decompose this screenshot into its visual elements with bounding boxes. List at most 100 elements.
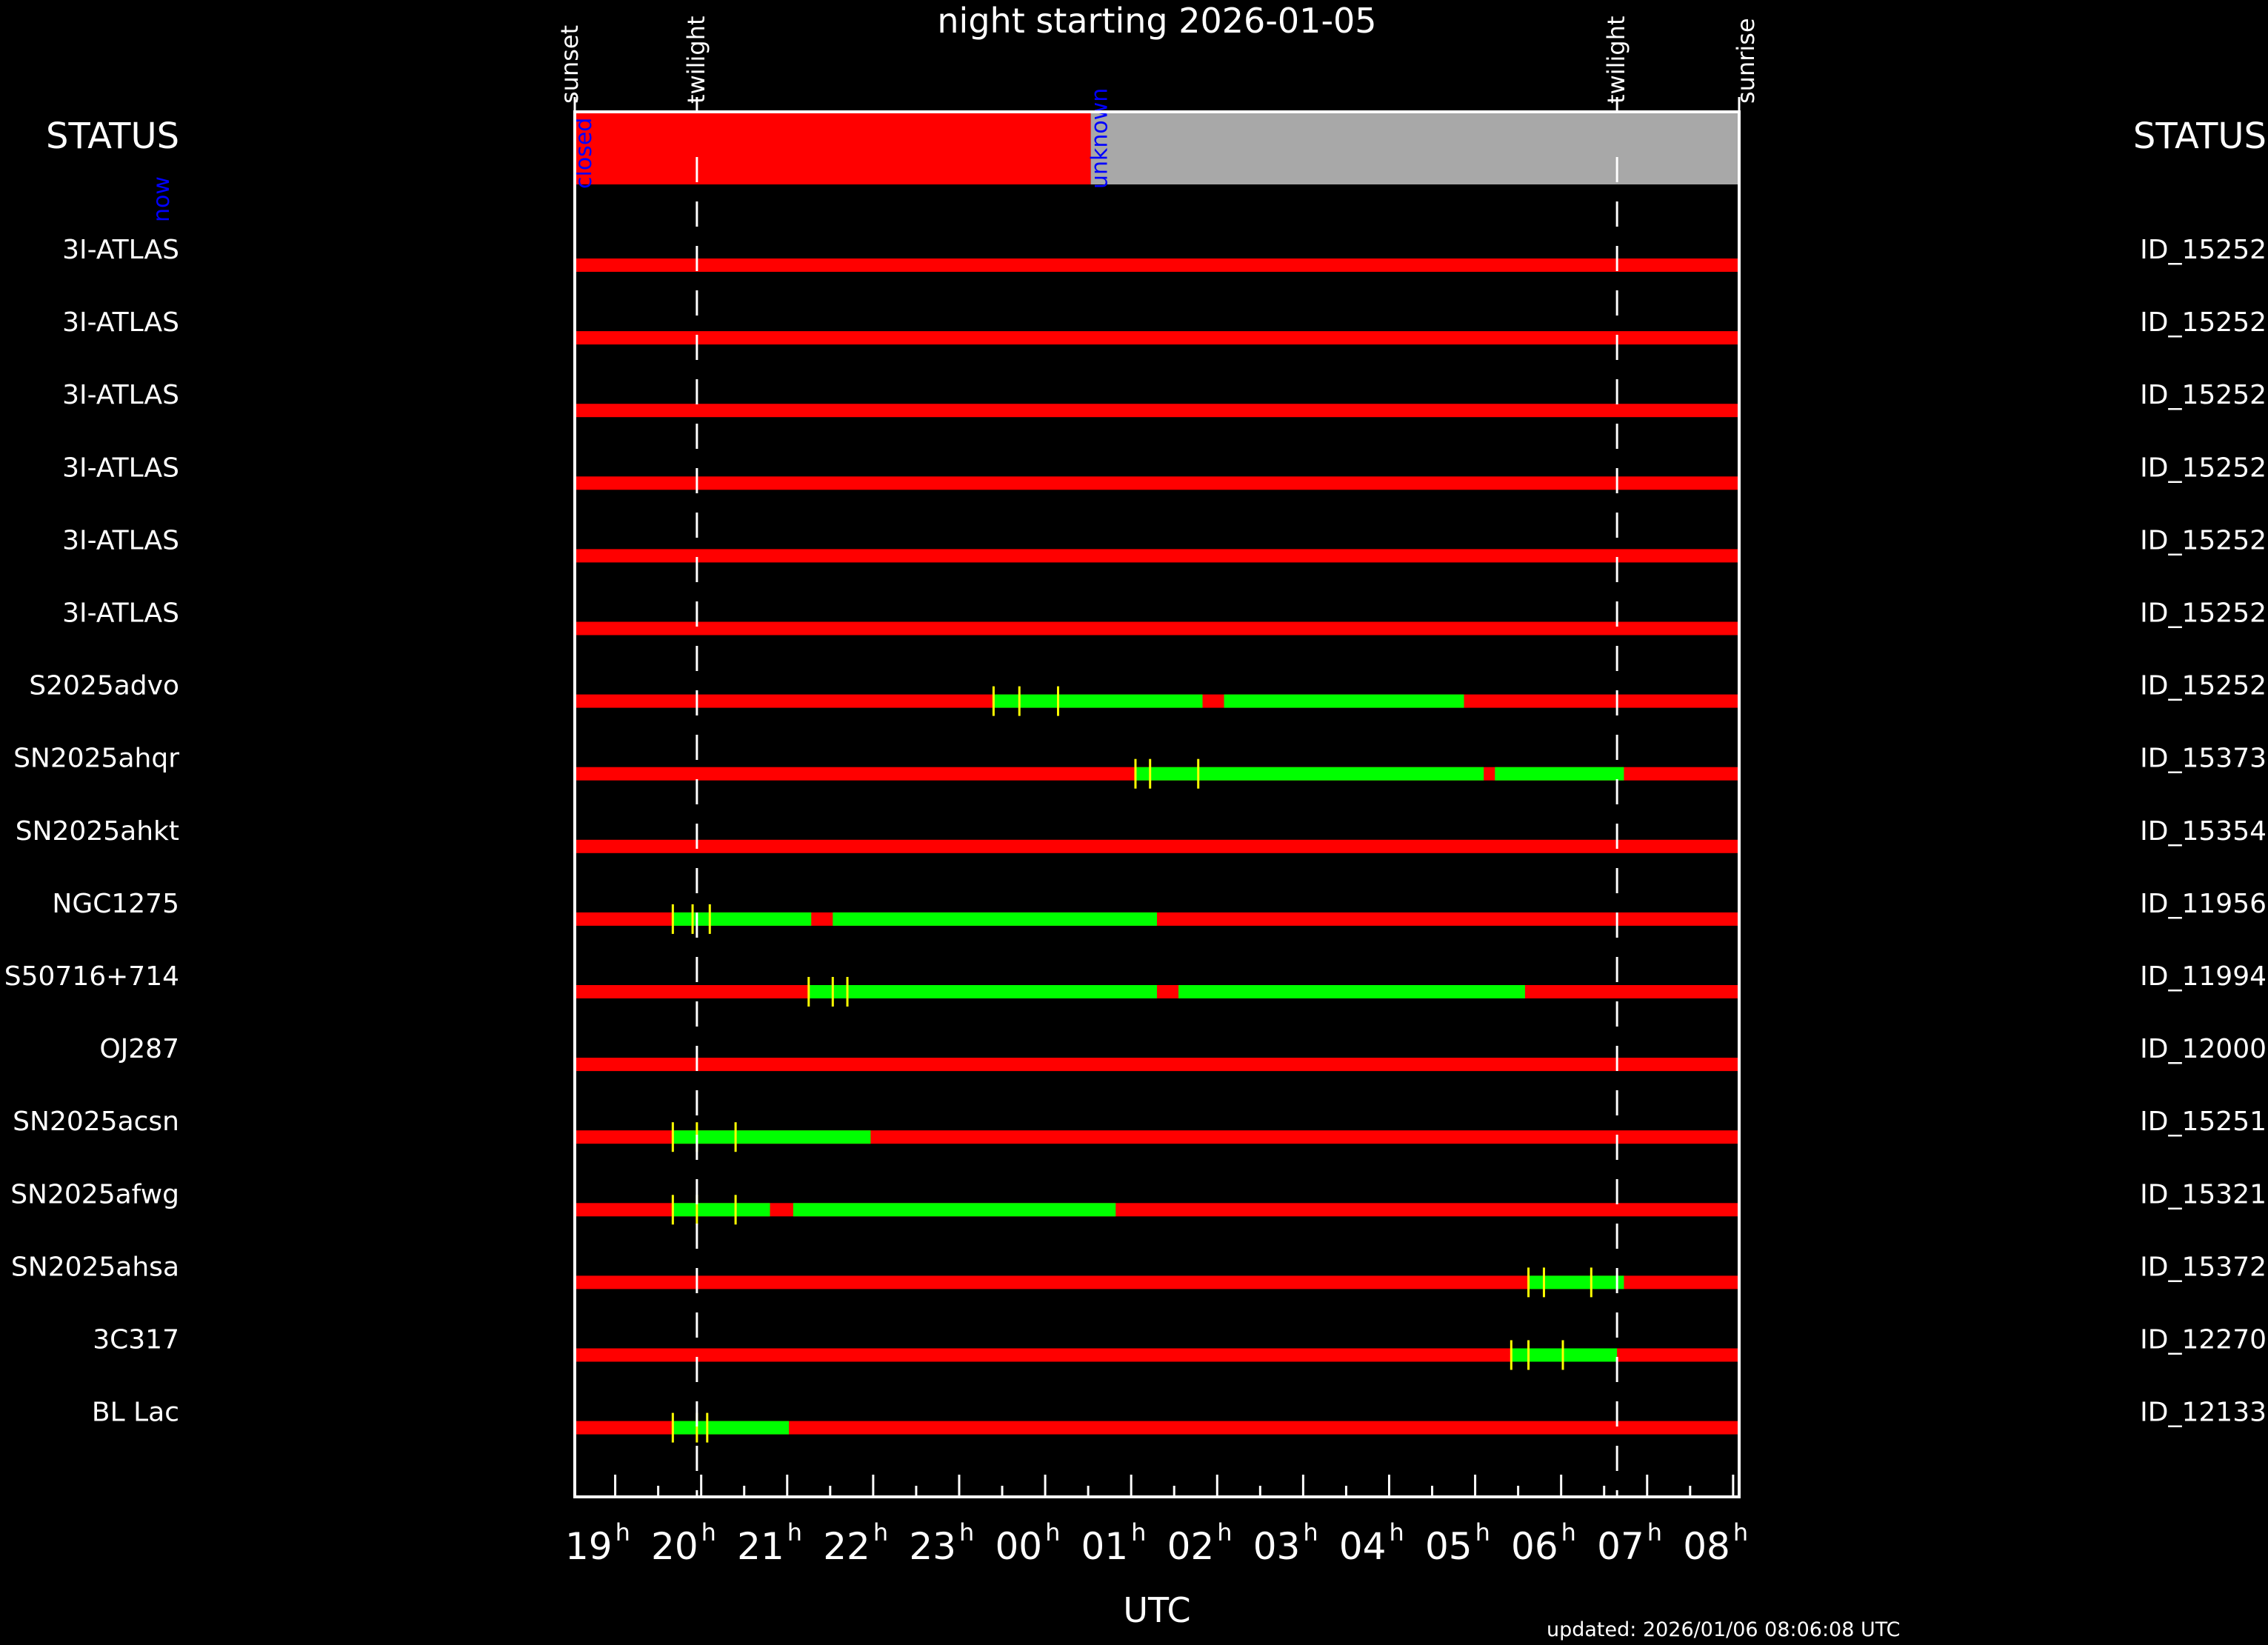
observable-window bbox=[673, 912, 812, 926]
observable-window bbox=[673, 1130, 871, 1144]
target-row: BL Lac ID_12133 bbox=[92, 1398, 2267, 1443]
event-label-sunrise: sunrise bbox=[1732, 18, 1760, 104]
unobservable-bar bbox=[575, 1421, 1739, 1435]
chart-title: night starting 2026-01-05 bbox=[937, 1, 1376, 41]
observable-window bbox=[1135, 767, 1484, 781]
target-id: ID_15321 bbox=[2140, 1179, 2267, 1209]
status-segment-unknown bbox=[1090, 112, 1739, 184]
status-segment-closed bbox=[575, 112, 1091, 184]
hour-unit-label: h bbox=[1561, 1518, 1576, 1546]
target-name: BL Lac bbox=[92, 1398, 179, 1428]
hour-unit-label: h bbox=[959, 1518, 974, 1546]
hour-tick-label: 07 bbox=[1597, 1525, 1644, 1568]
target-name: SN2025ahkt bbox=[16, 816, 179, 847]
target-row: 3I-ATLAS ID_15252 bbox=[62, 380, 2267, 418]
target-row: 3I-ATLAS ID_15252 bbox=[62, 525, 2267, 563]
target-id: ID_15252 bbox=[2140, 525, 2267, 555]
hour-unit-label: h bbox=[1475, 1518, 1490, 1546]
target-id: ID_15252 bbox=[2140, 380, 2267, 410]
observable-window bbox=[1528, 1275, 1624, 1289]
hour-unit-label: h bbox=[701, 1518, 716, 1546]
hour-tick-label: 03 bbox=[1253, 1525, 1301, 1568]
observable-window bbox=[673, 1421, 790, 1435]
observable-window bbox=[673, 1203, 770, 1217]
target-name: S50716+714 bbox=[4, 961, 179, 992]
target-id: ID_15373 bbox=[2140, 744, 2267, 774]
target-row: NGC1275 ID_11956 bbox=[52, 889, 2267, 934]
hour-unit-label: h bbox=[1045, 1518, 1060, 1546]
hour-tick-label: 06 bbox=[1511, 1525, 1558, 1568]
hour-unit-label: h bbox=[1647, 1518, 1662, 1546]
target-name: SN2025ahqr bbox=[13, 744, 179, 774]
hour-tick-label: 08 bbox=[1683, 1525, 1730, 1568]
target-id: ID_12270 bbox=[2140, 1325, 2267, 1355]
x-axis-label: UTC bbox=[1123, 1590, 1190, 1630]
hour-unit-label: h bbox=[787, 1518, 802, 1546]
x-axis: 19 h 20 h 21 h 22 h 23 h 00 h 01 h 02 h 03 h 04 h 05 h 06 h 07 h 0… bbox=[565, 1475, 1748, 1568]
target-row: S2025advo ID_15252 bbox=[29, 671, 2267, 716]
target-id: ID_15252 bbox=[2140, 235, 2267, 265]
event-label-sunset: sunset bbox=[556, 25, 584, 104]
unobservable-bar bbox=[575, 549, 1739, 563]
target-row: 3I-ATLAS ID_15252 bbox=[62, 235, 2267, 272]
hour-tick-label: 00 bbox=[995, 1525, 1042, 1568]
target-id: ID_12000 bbox=[2140, 1034, 2267, 1064]
status-label-unknown: unknown bbox=[1087, 88, 1113, 189]
target-name: 3I-ATLAS bbox=[62, 235, 179, 265]
observable-window bbox=[833, 912, 1157, 926]
hour-tick-label: 21 bbox=[737, 1525, 784, 1568]
target-row: 3I-ATLAS ID_15252 bbox=[62, 598, 2267, 635]
target-row: SN2025afwg ID_15321 bbox=[10, 1179, 2267, 1225]
target-name: SN2025acsn bbox=[13, 1107, 179, 1137]
target-id: ID_15252 bbox=[2140, 307, 2267, 338]
now-marker-label: now bbox=[149, 176, 175, 222]
target-id: ID_15252 bbox=[2140, 453, 2267, 483]
observable-window bbox=[808, 985, 1157, 998]
target-name: OJ287 bbox=[99, 1034, 179, 1064]
target-row: 3C317 ID_12270 bbox=[93, 1325, 2267, 1370]
target-row: SN2025ahsa ID_15372 bbox=[11, 1252, 2267, 1298]
hour-unit-label: h bbox=[616, 1518, 630, 1546]
target-name: S2025advo bbox=[29, 671, 179, 701]
hour-tick-label: 19 bbox=[565, 1525, 613, 1568]
target-name: SN2025afwg bbox=[10, 1179, 179, 1209]
status-label-left: STATUS bbox=[46, 116, 179, 157]
hour-unit-label: h bbox=[1389, 1518, 1404, 1546]
target-name: 3I-ATLAS bbox=[62, 453, 179, 483]
hour-unit-label: h bbox=[873, 1518, 888, 1546]
observable-window bbox=[1178, 985, 1525, 998]
target-name: SN2025ahsa bbox=[11, 1252, 179, 1282]
target-row: S50716+714 ID_11994 bbox=[4, 961, 2267, 1007]
hour-tick-label: 04 bbox=[1339, 1525, 1387, 1568]
unobservable-bar bbox=[575, 331, 1739, 345]
hour-tick-label: 20 bbox=[651, 1525, 698, 1568]
target-name: 3I-ATLAS bbox=[62, 380, 179, 410]
status-bar: closed unknown bbox=[571, 88, 1739, 189]
hour-unit-label: h bbox=[1217, 1518, 1232, 1546]
observable-window bbox=[1495, 767, 1624, 781]
event-label-twilight: twilight bbox=[682, 16, 710, 104]
hour-tick-label: 02 bbox=[1167, 1525, 1215, 1568]
target-name: 3C317 bbox=[93, 1325, 179, 1355]
observable-window bbox=[993, 694, 1203, 708]
hour-unit-label: h bbox=[1303, 1518, 1318, 1546]
target-name: 3I-ATLAS bbox=[62, 307, 179, 338]
hour-tick-label: 22 bbox=[823, 1525, 870, 1568]
observable-window bbox=[793, 1203, 1116, 1217]
target-id: ID_11994 bbox=[2140, 961, 2267, 992]
target-id: ID_11956 bbox=[2140, 889, 2267, 919]
target-row: SN2025ahqr ID_15373 bbox=[13, 744, 2267, 789]
unobservable-bar bbox=[575, 1058, 1739, 1072]
target-name: 3I-ATLAS bbox=[62, 525, 179, 555]
status-label-right: STATUS bbox=[2133, 116, 2267, 157]
hour-tick-label: 23 bbox=[909, 1525, 956, 1568]
observable-window bbox=[1224, 694, 1464, 708]
target-id: ID_15251 bbox=[2140, 1107, 2267, 1137]
hour-unit-label: h bbox=[1131, 1518, 1146, 1546]
target-id: ID_15252 bbox=[2140, 598, 2267, 629]
target-row: OJ287 ID_12000 bbox=[99, 1034, 2267, 1072]
unobservable-bar bbox=[575, 621, 1739, 635]
hour-tick-label: 05 bbox=[1425, 1525, 1472, 1568]
unobservable-bar bbox=[575, 258, 1739, 272]
